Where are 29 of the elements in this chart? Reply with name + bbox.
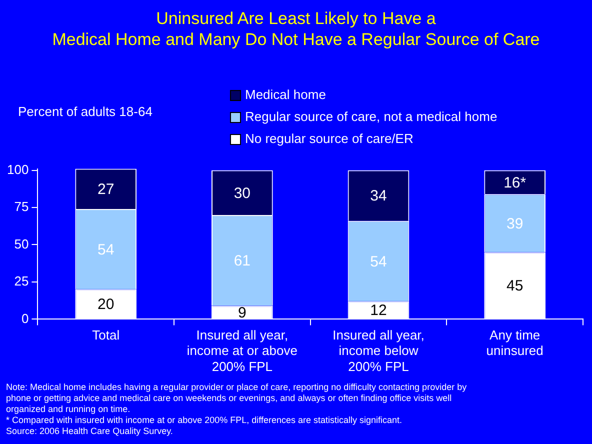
y-tick-label: 100 (6, 162, 29, 177)
data-label: 20 (98, 296, 114, 314)
y-tick-label: 50 (14, 236, 29, 252)
y-tick-label: 25 (14, 274, 29, 289)
data-label: 54 (370, 253, 387, 270)
data-label: 16* (504, 174, 526, 192)
y-tick-label: 0 (21, 310, 29, 326)
data-label: 45 (506, 278, 524, 295)
x-tick-label: Insured all year, income at or above 200% FPL (186, 328, 298, 374)
text: * Compared with insured with income at or above 200% FPL, differences are statistically significant. (6, 415, 404, 426)
data-label: 39 (506, 215, 524, 232)
text: Note: Medical home includes having a regular provider or place of care, reporting no difficulty contacting provider by phone or getting advice and medical care on weekends or evenings, and always or often finding office visits well organized and running on time. (6, 382, 468, 415)
y-axis-title: Percent of adults 18-64 (18, 104, 152, 119)
data-label: 27 (98, 181, 114, 198)
data-label: 12 (370, 302, 387, 320)
legend-label: Medical home (245, 86, 326, 104)
data-label: 54 (98, 241, 114, 258)
x-tick-label: Total (92, 328, 120, 343)
data-label: 30 (234, 184, 251, 202)
legend-label: Regular source of care, not a medical home (245, 108, 498, 126)
data-label: 61 (234, 252, 251, 270)
x-tick-label: Any time uninsured (486, 328, 544, 358)
data-label: 34 (370, 188, 387, 205)
legend-label: No regular source of care/ER (245, 130, 414, 148)
x-tick-label: Insured all year, income below 200% FPL (332, 328, 424, 374)
data-label: 9 (238, 304, 246, 322)
y-tick-label: 75 (14, 199, 29, 214)
source-note: Source: 2006 Health Care Quality Survey. (6, 426, 174, 437)
chart-title: Uninsured Are Least Likely to Have a Medical Home and Many Do Not Have a Regular Source of Care (51, 8, 541, 50)
